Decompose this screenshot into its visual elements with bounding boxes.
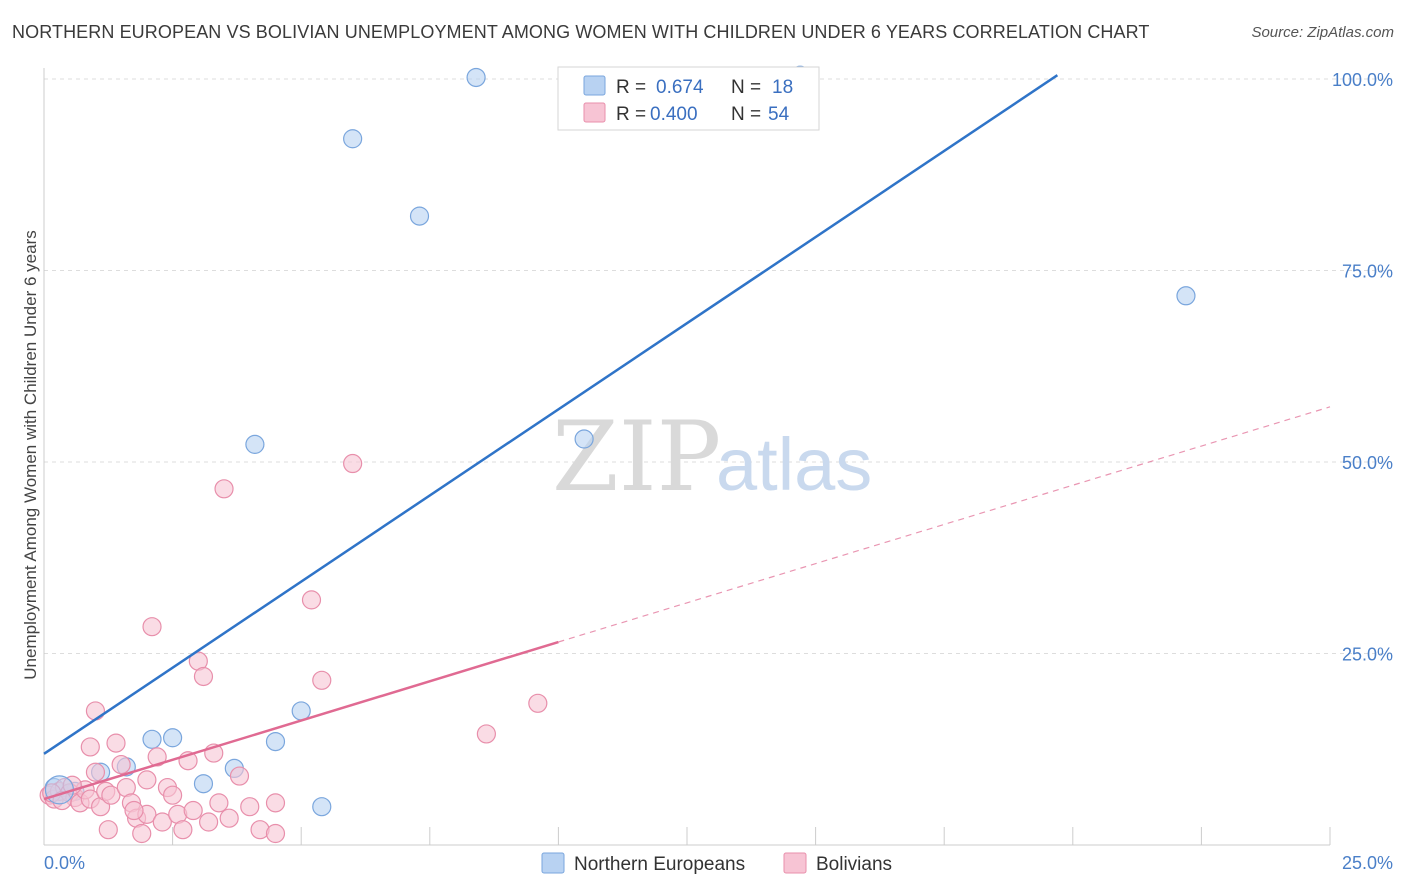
legend-box: R = 0.674 N = 18 R = 0.400 N = 54: [557, 66, 820, 131]
tick-labels-layer: 25.0% 50.0% 75.0% 100.0% 0.0% 25.0%: [44, 70, 1393, 873]
bolivian-point-15: [106, 733, 126, 753]
x-tick-label-25: 25.0%: [1342, 853, 1393, 873]
source-label: Source: ZipAtlas.com: [1251, 24, 1394, 41]
bolivian-point-48: [528, 693, 548, 713]
bolivian-point-47: [476, 724, 496, 744]
bolivian-point-43: [265, 793, 286, 813]
legend-swatch-pink: [583, 102, 606, 123]
trend-lines-layer: [43, 74, 1331, 801]
legend-r-label-2: R =: [616, 104, 646, 125]
bolivian-point-33: [193, 666, 214, 687]
northern-european-cluster-point: [44, 775, 75, 805]
northern-european-trend-line: [43, 74, 1059, 755]
northern-european-point-5: [163, 728, 183, 748]
bolivian-trend-line: [43, 640, 559, 801]
northern-european-point-8: [245, 434, 265, 454]
points-layer: [39, 65, 1196, 844]
y-tick-label-50: 50.0%: [1342, 453, 1393, 473]
axes-layer: [43, 68, 1331, 846]
y-tick-label-100: 100.0%: [1332, 70, 1393, 90]
northern-european-point-14: [466, 67, 486, 88]
legend-n-value-1: 18: [772, 77, 793, 98]
bolivian-point-9: [85, 762, 106, 782]
bolivian-point-46: [343, 453, 363, 474]
legend-r-label-1: R =: [616, 77, 646, 98]
bolivian-point-20: [132, 823, 152, 844]
bolivian-point-38: [219, 808, 239, 828]
bottom-legend: Northern Europeans Bolivians: [541, 852, 892, 875]
legend-swatch-blue: [583, 75, 606, 96]
bolivian-point-25: [152, 812, 172, 832]
bolivian-point-37: [214, 479, 234, 499]
bottom-legend-bolivians: Bolivians: [816, 854, 892, 875]
legend-r-value-1: 0.674: [656, 77, 704, 98]
bolivian-point-14: [101, 785, 121, 805]
watermark: ZIP atlas: [552, 401, 872, 513]
bolivian-point-36: [209, 793, 229, 813]
legend-n-label-1: N =: [731, 77, 761, 98]
watermark-atlas: atlas: [716, 423, 872, 506]
northern-european-point-17: [1176, 286, 1196, 306]
bolivian-point-31: [183, 800, 203, 821]
x-tick-label-0: 0.0%: [44, 853, 85, 873]
y-tick-label-75: 75.0%: [1342, 262, 1393, 282]
bolivian-trend-extension: [558, 406, 1331, 643]
northern-european-point-6: [193, 774, 214, 794]
bolivian-point-16: [111, 754, 131, 775]
bottom-legend-swatch-blue: [541, 852, 565, 874]
bolivian-point-44: [301, 590, 322, 610]
bolivian-point-11: [85, 701, 106, 721]
northern-european-point-15: [574, 429, 594, 449]
northern-european-point-12: [343, 129, 363, 149]
bolivian-point-39: [229, 766, 250, 786]
northern-european-point-13: [409, 206, 430, 226]
northern-european-point-11: [312, 797, 332, 817]
bolivian-point-40: [240, 797, 260, 817]
bolivian-point-45: [312, 670, 332, 690]
bolivian-point-29: [173, 820, 193, 840]
watermark-zip: ZIP: [552, 401, 721, 513]
northern-european-point-10: [291, 701, 311, 721]
legend-r-value-2: 0.400: [650, 104, 698, 125]
y-axis-label: Unemployment Among Women with Children U…: [21, 230, 40, 679]
bolivian-point-42: [265, 823, 286, 844]
grid-layer: [44, 78, 1392, 654]
bolivian-point-53: [124, 800, 144, 821]
bolivian-point-27: [163, 785, 183, 805]
y-tick-label-25: 25.0%: [1342, 645, 1393, 665]
northern-european-point-9: [265, 731, 286, 752]
bolivian-point-10: [80, 737, 100, 757]
bolivian-point-23: [142, 617, 162, 637]
legend-n-label-2: N =: [731, 104, 761, 125]
bolivian-point-52: [98, 820, 118, 840]
bottom-legend-northern-europeans: Northern Europeans: [574, 854, 745, 875]
bolivian-point-34: [199, 812, 219, 832]
chart-title: NORTHERN EUROPEAN VS BOLIVIAN UNEMPLOYME…: [12, 22, 1150, 42]
legend-n-value-2: 54: [768, 104, 790, 125]
northern-european-point-4: [142, 729, 162, 749]
bolivian-point-24: [147, 747, 167, 767]
bolivian-point-22: [137, 770, 157, 790]
bottom-legend-swatch-pink: [783, 852, 807, 874]
